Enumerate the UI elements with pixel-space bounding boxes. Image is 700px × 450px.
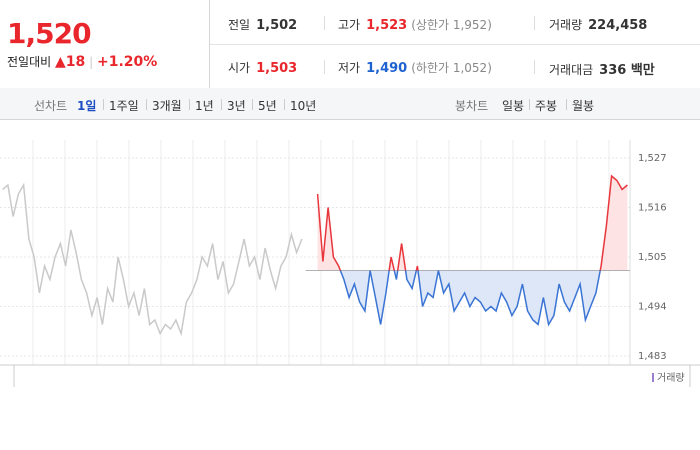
period-tab[interactable]: 주봉 — [535, 99, 558, 113]
stat: 저가 1,490 (하한가 1,052) — [338, 59, 492, 76]
period-tab[interactable]: 3년 — [227, 99, 246, 113]
period-tab[interactable]: 월봉 — [572, 99, 595, 113]
stat-value: 1,502 — [256, 18, 298, 33]
quote-box: 1,520 전일대비 ▲18 | +1.20% — [0, 0, 210, 88]
tab-separator — [529, 99, 530, 110]
legend-swatch — [652, 373, 654, 382]
legend-label: 거래량 — [657, 372, 685, 384]
stat-label: 거래대금 — [549, 63, 594, 77]
stat-label: 전일 — [228, 18, 251, 32]
chart: 1,527 1,516 1,505 1,494 1,483 거래량 — [0, 140, 700, 387]
change: 전일대비 ▲18 | +1.20% — [7, 54, 158, 70]
change-arrow: ▲ — [55, 54, 66, 70]
tab-separator — [284, 99, 285, 110]
stat-note: (상한가 1,952) — [411, 18, 492, 32]
period-tab[interactable]: 10년 — [290, 99, 317, 113]
tab-separator — [103, 99, 104, 110]
tab-label: 선차트 — [34, 99, 68, 113]
period-tab[interactable]: 3개월 — [152, 99, 182, 113]
y-tick-label: 1,527 — [638, 153, 667, 164]
chart-tabs: 선차트 봉차트 1일 1주일 3개월 1년 3년 5년 10년 일봉 주봉 월봉 — [0, 88, 700, 120]
plot-area — [0, 140, 630, 365]
stat-label: 거래량 — [549, 18, 583, 32]
divider — [324, 16, 325, 30]
divider — [534, 16, 535, 30]
stat-value: 224,458 — [588, 18, 648, 33]
period-tab[interactable]: 1년 — [195, 99, 214, 113]
y-tick-label: 1,516 — [638, 203, 667, 214]
stat: 시가 1,503 — [228, 59, 297, 76]
tab-label: 봉차트 — [455, 99, 489, 113]
price-line — [2, 182, 303, 337]
tab-separator — [566, 99, 567, 110]
down-area — [317, 270, 628, 325]
divider — [210, 44, 700, 45]
divider — [534, 60, 535, 74]
stat: 전일 1,502 — [228, 16, 297, 33]
stat: 고가 1,523 (상한가 1,952) — [338, 16, 492, 33]
stat: 거래대금 336 백만 — [549, 59, 655, 78]
stat-label: 시가 — [228, 61, 251, 75]
change-label: 전일대비 — [7, 55, 52, 69]
y-tick-label: 1,505 — [638, 252, 667, 263]
change-pct: +1.20% — [96, 54, 158, 70]
divider — [324, 60, 325, 74]
price: 1,520 — [7, 17, 92, 50]
price-line-down — [339, 270, 601, 327]
period-tab[interactable]: 1주일 — [109, 99, 139, 113]
tab-separator — [252, 99, 253, 110]
quote-header: 1,520 전일대비 ▲18 | +1.20% 전일 1,502 고가 1,523(… — [0, 0, 700, 89]
stat-label: 저가 — [338, 61, 361, 75]
y-tick-label: 1,483 — [638, 351, 667, 362]
stat: 거래량 224,458 — [549, 16, 647, 33]
period-tab[interactable]: 5년 — [258, 99, 277, 113]
stat-value: 336 백만 — [599, 63, 655, 78]
stat-value: 1,490 — [366, 61, 408, 76]
tab-separator — [189, 99, 190, 110]
stat-value: 1,523 — [366, 18, 408, 33]
period-tab[interactable]: 1일 — [77, 99, 97, 113]
period-tab[interactable]: 일봉 — [502, 99, 525, 113]
tab-separator — [221, 99, 222, 110]
stat-label: 고가 — [338, 18, 361, 32]
stat-note: (하한가 1,052) — [411, 61, 492, 75]
y-tick-label: 1,494 — [638, 302, 667, 313]
change-value: 18 — [65, 54, 86, 70]
stat-value: 1,503 — [256, 61, 298, 76]
tab-separator — [146, 99, 147, 110]
